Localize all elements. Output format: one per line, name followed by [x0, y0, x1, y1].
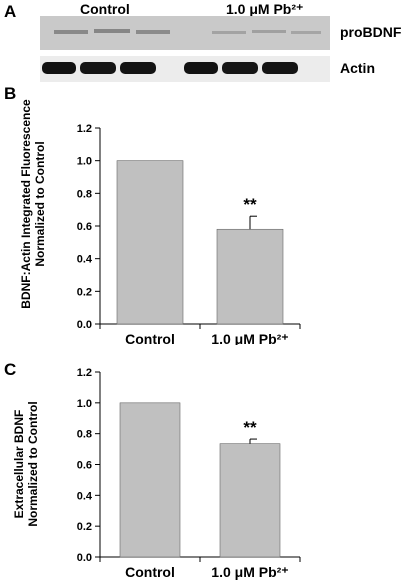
chart-c-ytick-label: 1.0 — [77, 398, 92, 410]
chart-c-significance-label-1: ** — [243, 418, 257, 437]
chart-c: 0.0 0.2 0.4 0.6 0.8 1.0 1.2 Control 1.0 μM Pb²⁺ *… — [77, 367, 301, 580]
chart-b-ytick-label: 0.6 — [77, 221, 92, 233]
chart-b-ytick-label: 1.0 — [77, 156, 92, 168]
blot-group-control-label: Control — [80, 1, 130, 17]
chart-c-ytick-label: 0.0 — [77, 552, 92, 564]
chart-b-ytick-label: 0.2 — [77, 286, 92, 298]
panel-b-letter: B — [4, 84, 17, 103]
panel-c-letter: C — [4, 360, 17, 379]
chart-b-bar-1 — [216, 228, 284, 325]
chart-b-ytick-label: 0.0 — [77, 319, 92, 331]
chart-c-bar-0 — [119, 402, 181, 558]
chart-c-category-label-0: Control — [125, 564, 175, 580]
chart-b-ytick-label: 1.2 — [77, 123, 92, 135]
chart-c-bar-1 — [219, 443, 281, 558]
probdnf-bands — [54, 29, 321, 34]
chart-b: 0.0 0.2 0.4 0.6 0.8 1.0 1.2 Control 1.0 μM Pb²⁺ *… — [77, 123, 301, 345]
actin-bands — [42, 62, 298, 74]
blot-group-pb-label: 1.0 μM Pb²⁺ — [226, 1, 304, 17]
chart-c-ytick-label: 1.2 — [77, 367, 92, 379]
chart-b-bar-0 — [116, 160, 184, 325]
chart-b-ytick-label: 0.4 — [77, 254, 93, 266]
actin-row-label: Actin — [340, 60, 375, 76]
chart-b-significance-label-1: ** — [243, 195, 257, 214]
panel-a-letter: A — [4, 2, 17, 21]
chart-c-ytick-label: 0.8 — [77, 429, 92, 441]
western-blot-image — [40, 16, 330, 82]
chart-c-ytick-label: 0.2 — [77, 521, 92, 533]
chart-b-category-label-1: 1.0 μM Pb²⁺ — [211, 331, 288, 345]
chart-c-category-label-1: 1.0 μM Pb²⁺ — [211, 564, 288, 580]
chart-c-ytick-label: 0.6 — [77, 460, 92, 472]
chart-b-ytick-label: 0.8 — [77, 188, 92, 200]
chart-b-category-label-0: Control — [125, 331, 175, 345]
chart-c-ytick-label: 0.4 — [77, 490, 93, 502]
probdnf-row-label: proBDNF — [340, 24, 402, 40]
